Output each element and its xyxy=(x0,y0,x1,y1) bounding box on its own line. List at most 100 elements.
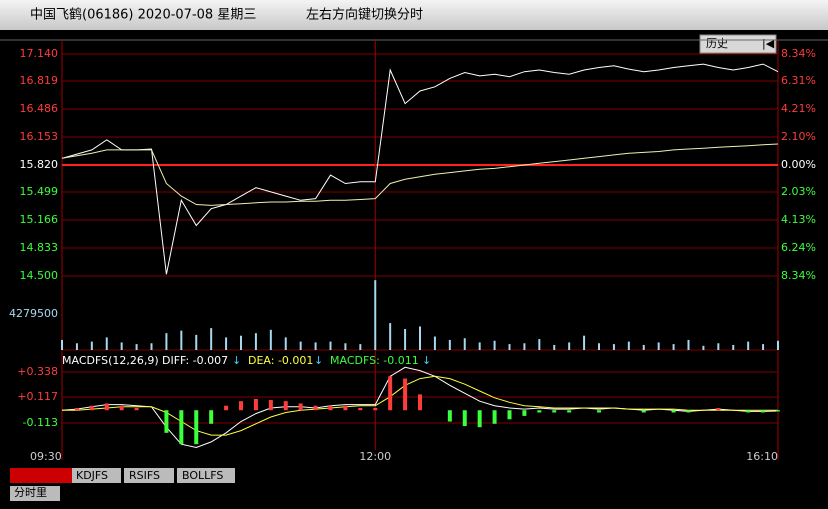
macd-bar xyxy=(492,410,497,424)
volume-bar xyxy=(150,343,153,350)
macd-header: DEA: -0.001 xyxy=(248,354,313,367)
macd-bar xyxy=(552,410,557,413)
volume-bar xyxy=(180,330,183,350)
y-tick-label: 15.166 xyxy=(20,213,59,226)
volume-bar xyxy=(254,333,257,350)
macd-bar xyxy=(686,410,691,413)
nav-icon[interactable]: |◀ xyxy=(762,37,775,50)
macd-bar xyxy=(507,410,512,420)
tab-bg[interactable] xyxy=(177,468,235,483)
volume-bar xyxy=(344,343,347,350)
volume-bar xyxy=(777,340,779,350)
y2-tick-label: 6.24% xyxy=(781,241,816,254)
volume-bar xyxy=(299,341,302,350)
y-tick-label: +0.117 xyxy=(17,390,58,403)
volume-bar xyxy=(732,344,735,350)
macd-bar xyxy=(268,400,273,411)
bottom-tab[interactable]: 分时里 xyxy=(14,486,47,499)
macd-bar xyxy=(403,378,408,411)
y-tick-label: 15.499 xyxy=(20,185,59,198)
macd-bar xyxy=(328,405,333,411)
macd-header: ↓ xyxy=(232,354,241,367)
volume-bar xyxy=(598,343,600,350)
tab[interactable]: RSIFS xyxy=(129,469,160,482)
series-line xyxy=(61,63,779,275)
volume-bar xyxy=(568,342,571,350)
volume-bar xyxy=(508,344,511,350)
y-tick-label: 14.833 xyxy=(20,241,59,254)
window-title: 中国飞鹤(06186) 2020-07-08 星期三 xyxy=(30,7,256,23)
y2-tick-label: 8.34% xyxy=(781,47,816,60)
y2-tick-label: 2.03% xyxy=(781,185,816,198)
macd-bar xyxy=(746,410,751,413)
y-tick-label: 17.140 xyxy=(20,47,59,60)
tab-bg[interactable] xyxy=(10,486,60,501)
macd-bar xyxy=(74,407,79,411)
y-tick-label: 16.153 xyxy=(20,130,59,143)
volume-bar xyxy=(583,335,586,350)
macd-bar xyxy=(343,405,348,411)
volume-bar xyxy=(657,342,660,350)
macd-bar xyxy=(224,405,229,411)
volume-bar xyxy=(75,343,78,350)
y2-tick-label: 8.34% xyxy=(781,269,816,282)
macd-bar xyxy=(119,405,124,411)
tab-bg[interactable] xyxy=(71,468,121,483)
volume-bar xyxy=(195,334,198,350)
volume-bar xyxy=(672,344,675,350)
macd-header: MACDFS: -0.011 xyxy=(330,354,419,367)
volume-bar xyxy=(762,344,765,350)
volume-bar xyxy=(702,345,705,350)
macd-bar xyxy=(716,407,721,411)
tab[interactable]: KDJFS xyxy=(76,469,108,482)
tab-active[interactable] xyxy=(10,468,72,483)
macd-bar xyxy=(388,376,393,411)
volume-bar xyxy=(448,339,451,350)
macd-bar xyxy=(761,410,766,413)
hint: 左右方向键切换分时 xyxy=(306,7,423,23)
y2-tick-label: 4.13% xyxy=(781,213,816,226)
volume-bar xyxy=(374,280,377,350)
volume-bar xyxy=(493,340,496,350)
y2-tick-label: 2.10% xyxy=(781,130,816,143)
volume-bar xyxy=(404,328,407,350)
macd-bar xyxy=(776,410,780,412)
plot-area: 17.140 16.819 16.486 16.153 15.820 15.499 15.1… xyxy=(9,40,816,483)
tab[interactable]: BOLLFS xyxy=(182,469,223,482)
macd-bar xyxy=(597,410,601,413)
macd-header: ↓ xyxy=(422,354,431,367)
y2-tick-label: 4.21% xyxy=(781,102,816,115)
macd-bar xyxy=(298,403,303,411)
volume-bar xyxy=(747,341,750,350)
macd-bar xyxy=(373,407,378,411)
volume-bar xyxy=(120,342,123,350)
tab-bg[interactable] xyxy=(124,468,174,483)
volume-bar xyxy=(240,335,242,350)
volume-bar xyxy=(612,344,615,350)
volume-bar xyxy=(523,343,526,350)
macd-bar xyxy=(418,394,422,411)
volume-bar xyxy=(419,326,421,350)
macd-bar xyxy=(134,407,139,411)
volume-bar xyxy=(359,344,362,350)
y-tick-label: 4279500 xyxy=(9,307,58,320)
macd-header: MACDFS(12,26,9) xyxy=(62,354,159,367)
macd-bar xyxy=(239,401,243,411)
volume-bar xyxy=(225,337,228,350)
volume-bar xyxy=(627,341,630,350)
volume-bar xyxy=(314,342,317,350)
x-tick-label: 09:30 xyxy=(30,450,62,463)
macd-bar xyxy=(671,410,676,413)
macd-bar xyxy=(194,410,199,445)
macd-bar xyxy=(209,410,214,424)
volume-bar xyxy=(687,339,690,350)
volume-bar xyxy=(284,337,287,350)
title-bar xyxy=(0,0,828,30)
macd-bar xyxy=(253,398,258,411)
macd-header: DIFF: -0.007 xyxy=(162,354,228,367)
history-label: 历史 xyxy=(706,37,728,50)
macd-bar xyxy=(641,410,646,413)
